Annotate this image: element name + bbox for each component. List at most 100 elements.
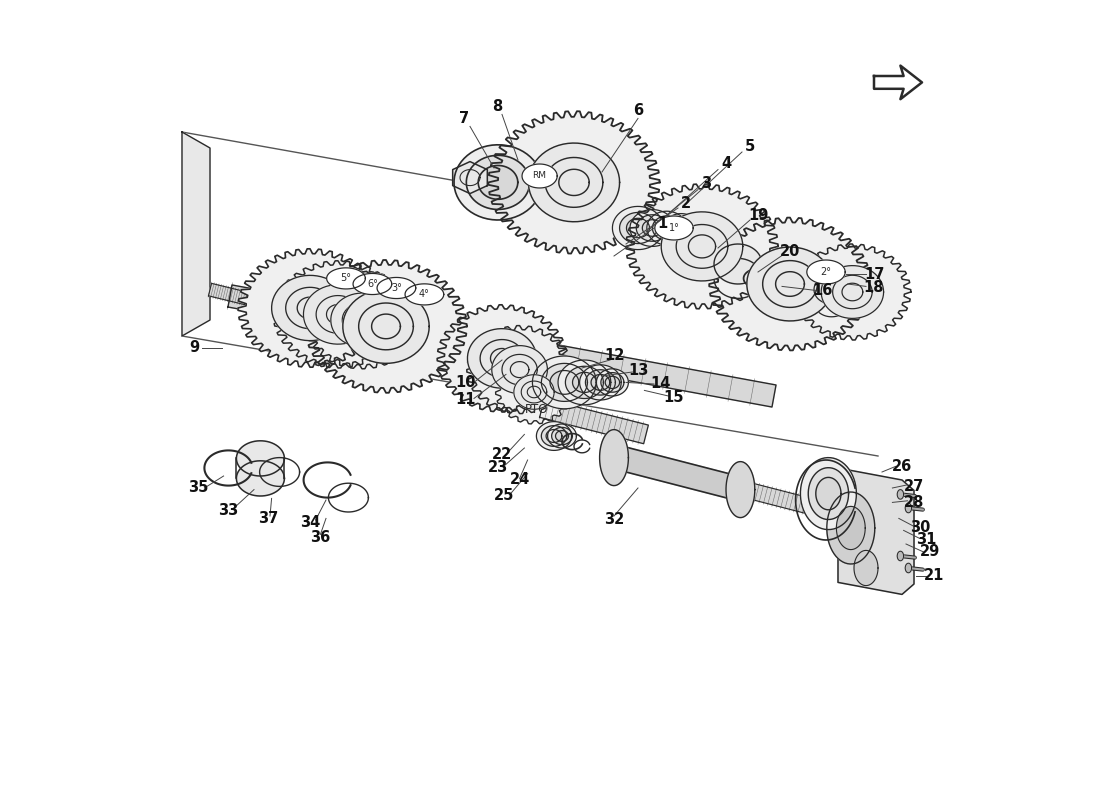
Polygon shape	[453, 162, 487, 194]
Text: 28: 28	[904, 495, 924, 510]
Polygon shape	[556, 430, 569, 442]
Text: 32: 32	[604, 513, 624, 527]
Polygon shape	[372, 314, 400, 338]
Polygon shape	[537, 422, 572, 450]
Polygon shape	[806, 260, 845, 284]
Polygon shape	[833, 275, 872, 309]
Text: 24: 24	[509, 473, 530, 487]
Text: 3: 3	[701, 177, 711, 191]
Polygon shape	[304, 271, 420, 369]
Polygon shape	[605, 376, 619, 389]
Polygon shape	[613, 206, 663, 250]
Polygon shape	[331, 293, 393, 347]
Polygon shape	[468, 329, 537, 388]
Polygon shape	[676, 225, 728, 268]
Text: 9: 9	[189, 341, 199, 355]
Text: 16: 16	[812, 283, 833, 298]
Polygon shape	[327, 268, 365, 289]
Text: 5°: 5°	[341, 274, 352, 283]
Polygon shape	[541, 363, 587, 402]
Polygon shape	[273, 261, 403, 368]
Text: 20: 20	[780, 245, 800, 259]
Polygon shape	[836, 506, 866, 550]
Polygon shape	[663, 214, 698, 242]
Polygon shape	[286, 287, 334, 329]
Polygon shape	[747, 247, 833, 321]
Polygon shape	[550, 370, 579, 394]
Text: 2: 2	[681, 197, 691, 211]
Text: RM: RM	[532, 171, 547, 181]
Polygon shape	[548, 424, 576, 448]
Polygon shape	[827, 492, 875, 564]
Polygon shape	[710, 218, 871, 350]
Polygon shape	[558, 360, 611, 405]
Polygon shape	[580, 365, 622, 400]
Text: 7: 7	[460, 111, 470, 126]
Polygon shape	[551, 427, 572, 445]
Polygon shape	[559, 170, 590, 195]
Text: 19: 19	[748, 209, 768, 223]
Polygon shape	[272, 275, 349, 341]
Text: 12: 12	[604, 349, 624, 363]
Polygon shape	[898, 551, 903, 561]
Polygon shape	[854, 550, 878, 586]
Polygon shape	[236, 441, 285, 476]
Text: 26: 26	[892, 459, 912, 474]
Polygon shape	[626, 184, 778, 309]
Polygon shape	[627, 218, 649, 238]
Polygon shape	[359, 303, 414, 350]
Text: 35: 35	[188, 481, 208, 495]
Polygon shape	[343, 290, 429, 363]
Text: 25: 25	[494, 489, 515, 503]
Polygon shape	[636, 214, 669, 242]
Text: 1°: 1°	[669, 223, 680, 233]
Polygon shape	[352, 311, 373, 329]
Polygon shape	[591, 374, 609, 390]
Polygon shape	[305, 260, 466, 393]
Polygon shape	[466, 155, 530, 210]
Polygon shape	[316, 295, 360, 334]
Polygon shape	[342, 303, 382, 337]
Text: 14: 14	[650, 377, 671, 391]
Polygon shape	[600, 430, 628, 486]
Polygon shape	[496, 360, 572, 424]
Polygon shape	[747, 482, 828, 518]
Polygon shape	[814, 288, 849, 317]
Text: 15: 15	[663, 390, 684, 405]
Polygon shape	[619, 213, 657, 243]
Polygon shape	[654, 216, 693, 240]
Polygon shape	[905, 503, 912, 513]
Text: 30: 30	[910, 521, 931, 535]
Polygon shape	[327, 305, 350, 324]
Polygon shape	[822, 266, 883, 318]
Polygon shape	[182, 132, 210, 336]
Polygon shape	[488, 111, 660, 254]
Polygon shape	[673, 222, 689, 234]
Polygon shape	[801, 458, 857, 530]
Polygon shape	[236, 461, 285, 496]
Text: 33: 33	[218, 503, 239, 518]
Polygon shape	[532, 356, 596, 409]
Polygon shape	[838, 468, 914, 594]
Polygon shape	[304, 285, 373, 344]
Polygon shape	[541, 426, 567, 446]
Polygon shape	[614, 444, 750, 504]
Polygon shape	[522, 164, 558, 188]
Polygon shape	[238, 249, 382, 367]
Text: 6: 6	[632, 103, 644, 118]
Polygon shape	[521, 381, 547, 403]
Text: 37: 37	[258, 511, 278, 526]
Text: 4°: 4°	[419, 290, 430, 299]
Polygon shape	[437, 305, 566, 412]
Polygon shape	[714, 258, 762, 298]
Polygon shape	[898, 490, 903, 499]
Polygon shape	[492, 346, 548, 394]
Polygon shape	[572, 372, 596, 393]
Text: 21: 21	[924, 569, 944, 583]
Text: 23: 23	[488, 461, 508, 475]
Polygon shape	[228, 285, 776, 407]
Text: 36: 36	[310, 530, 330, 545]
Text: 11: 11	[455, 393, 476, 407]
Polygon shape	[491, 349, 514, 368]
Text: 17: 17	[864, 267, 884, 282]
